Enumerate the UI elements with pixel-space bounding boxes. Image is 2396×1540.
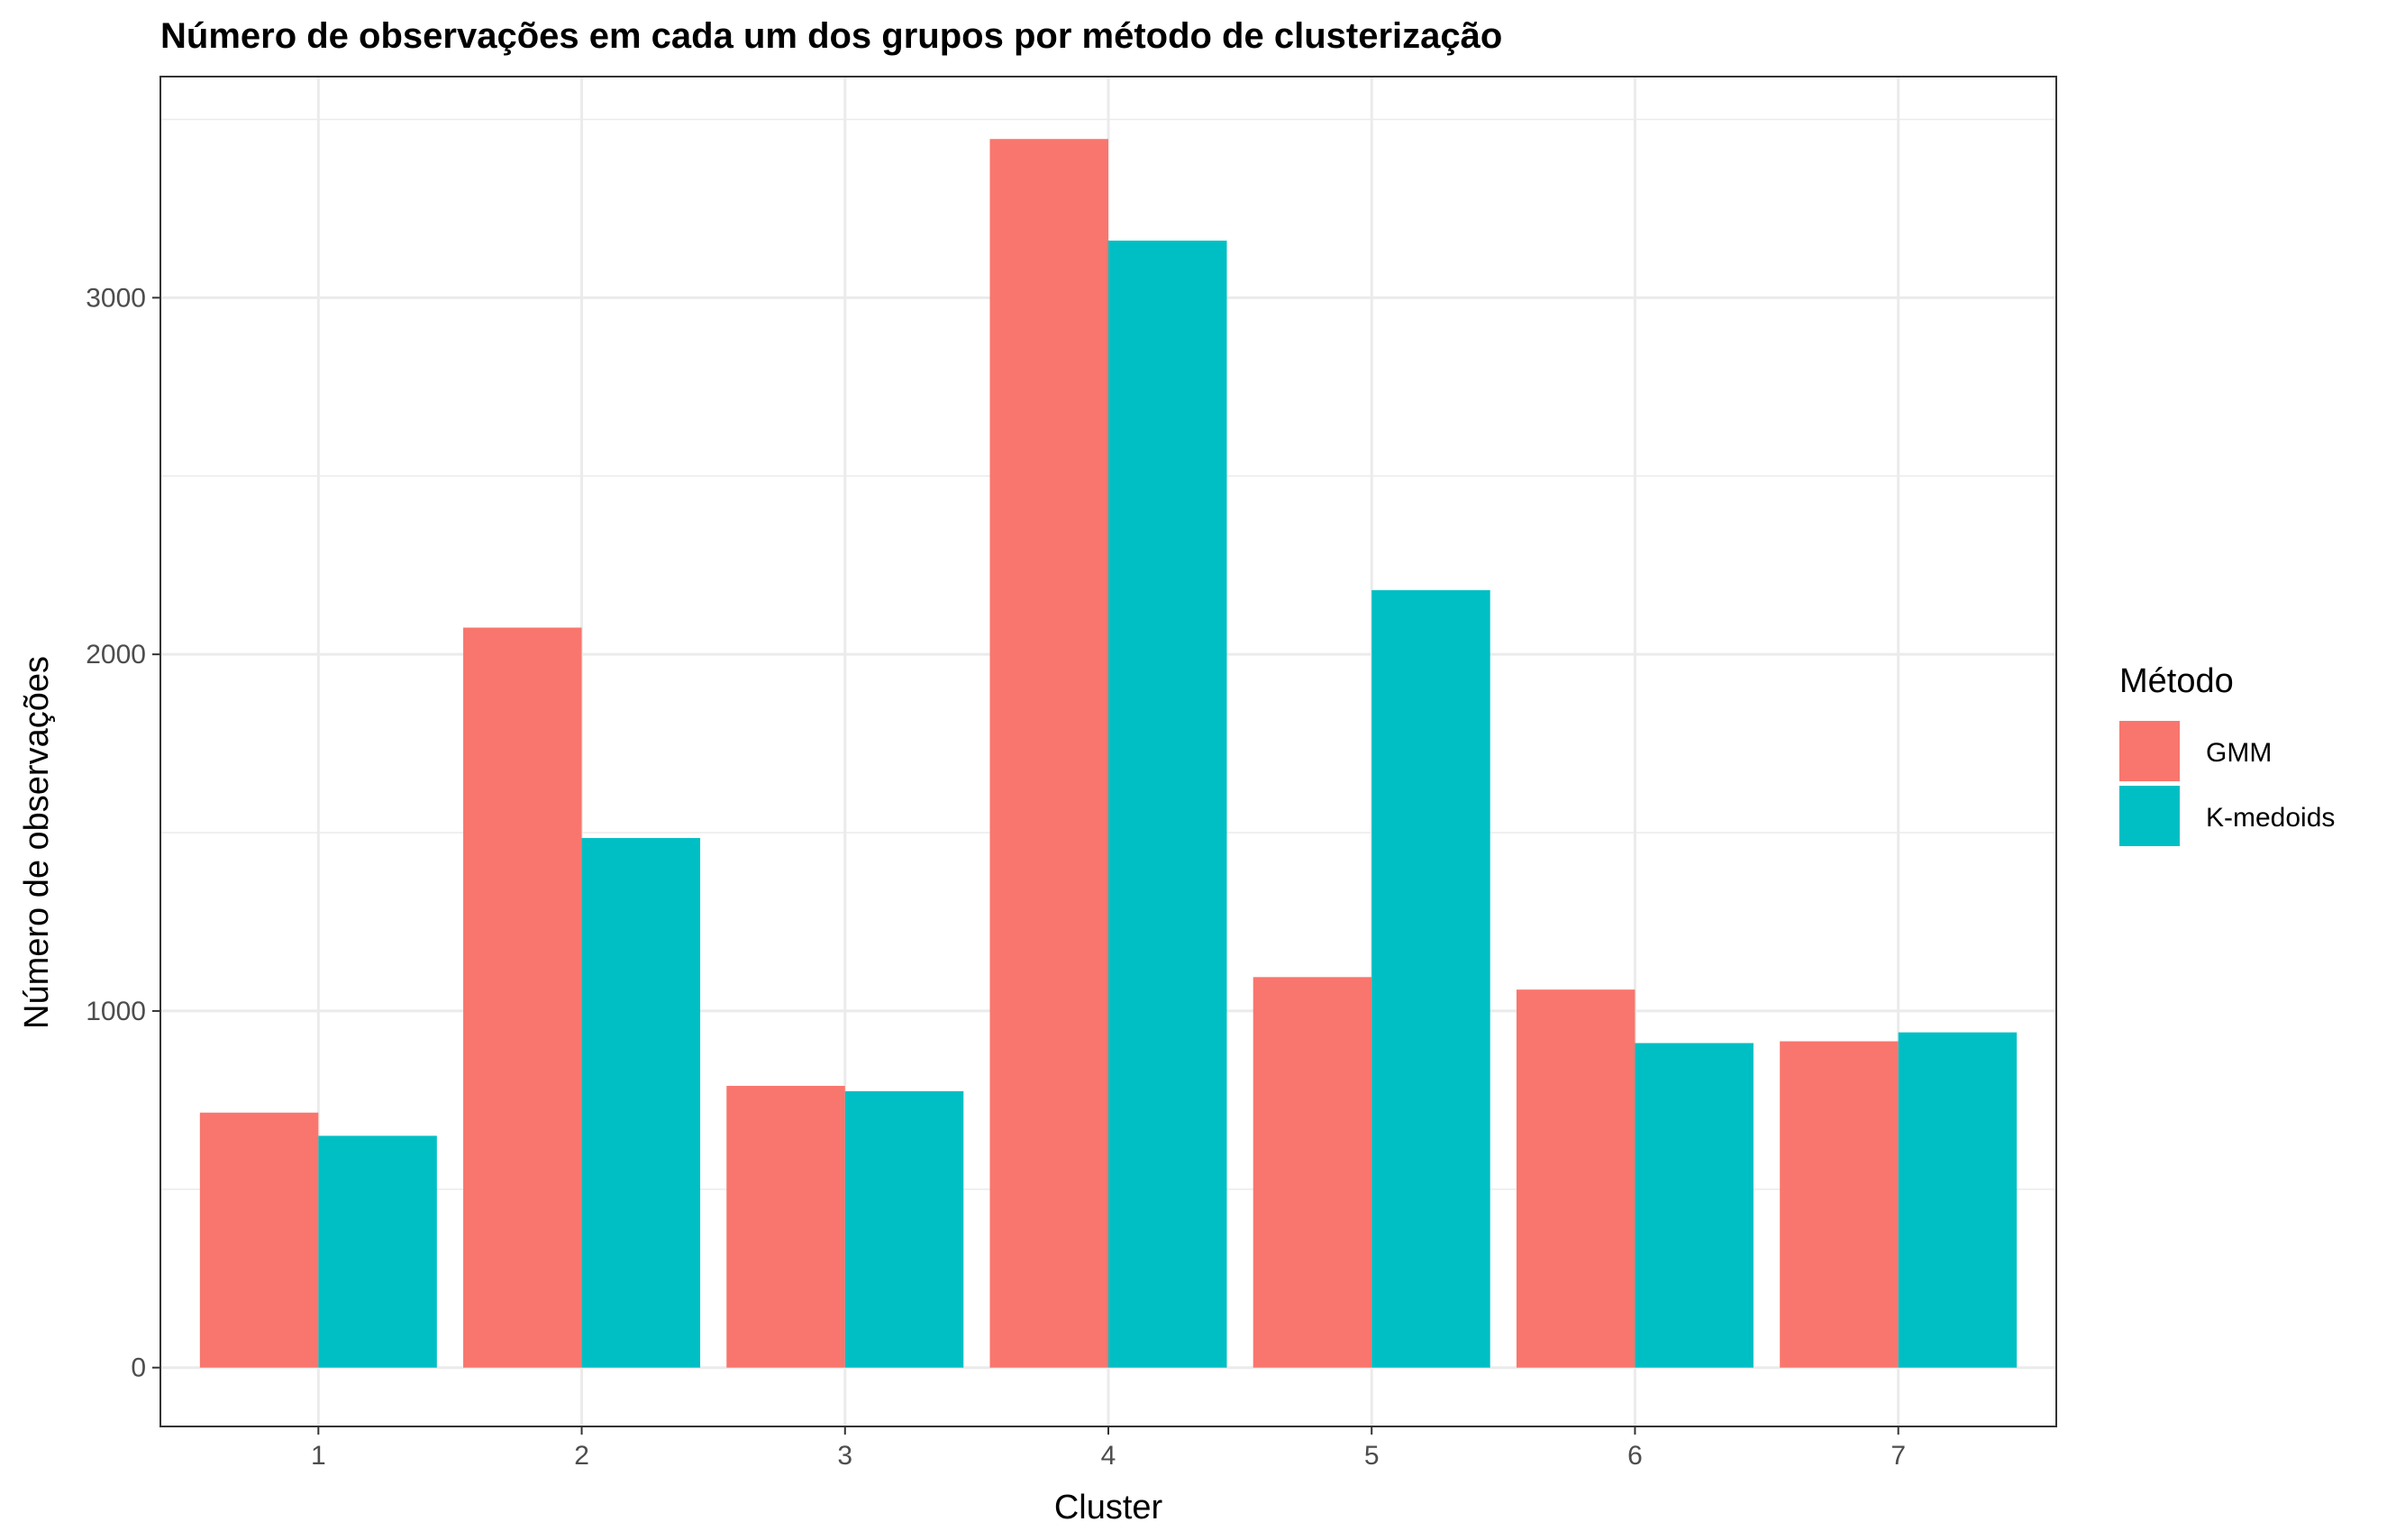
x-tick-label: 3 xyxy=(837,1441,852,1471)
x-tick-label: 2 xyxy=(574,1441,589,1471)
bar-gmm-cluster-5 xyxy=(1253,977,1372,1368)
y-tick-label: 0 xyxy=(131,1353,146,1383)
bars xyxy=(199,139,2018,1368)
bar-k-medoids-cluster-6 xyxy=(1635,1043,1754,1368)
x-tick-label: 1 xyxy=(311,1441,326,1471)
x-tick-label: 7 xyxy=(1890,1441,1906,1471)
x-axis-title: Cluster xyxy=(1054,1489,1163,1526)
bar-gmm-cluster-3 xyxy=(726,1086,845,1368)
y-axis-ticks: 0 1000 2000 3000 xyxy=(86,283,160,1383)
bar-gmm-cluster-7 xyxy=(1780,1041,1899,1368)
legend: GMM K-medoids xyxy=(2119,721,2335,846)
bar-gmm-cluster-6 xyxy=(1516,989,1635,1368)
bar-k-medoids-cluster-3 xyxy=(844,1090,964,1368)
bar-k-medoids-cluster-5 xyxy=(1371,589,1490,1368)
x-axis-ticks: 1 2 3 4 5 6 7 xyxy=(311,1426,1906,1471)
x-tick-label: 6 xyxy=(1627,1441,1643,1471)
legend-label: GMM xyxy=(2206,738,2272,768)
y-tick-label: 3000 xyxy=(86,283,146,313)
bar-k-medoids-cluster-1 xyxy=(318,1135,437,1368)
y-tick-label: 2000 xyxy=(86,640,146,670)
bar-k-medoids-cluster-2 xyxy=(581,837,701,1368)
chart-title: Número de observações em cada um dos gru… xyxy=(160,16,1502,56)
legend-label: K-medoids xyxy=(2206,803,2335,833)
y-tick-label: 1000 xyxy=(86,997,146,1026)
legend-swatch xyxy=(2119,786,2180,846)
bar-gmm-cluster-1 xyxy=(199,1112,319,1368)
bar-gmm-cluster-4 xyxy=(989,139,1108,1368)
x-tick-label: 4 xyxy=(1101,1441,1116,1471)
y-axis-title: Número de observações xyxy=(18,656,56,1029)
bar-gmm-cluster-2 xyxy=(463,627,582,1368)
x-tick-label: 5 xyxy=(1364,1441,1380,1471)
legend-swatch xyxy=(2119,721,2180,781)
bar-k-medoids-cluster-4 xyxy=(1108,241,1227,1368)
legend-title: Método xyxy=(2119,662,2234,700)
bar-k-medoids-cluster-7 xyxy=(1898,1032,2018,1368)
